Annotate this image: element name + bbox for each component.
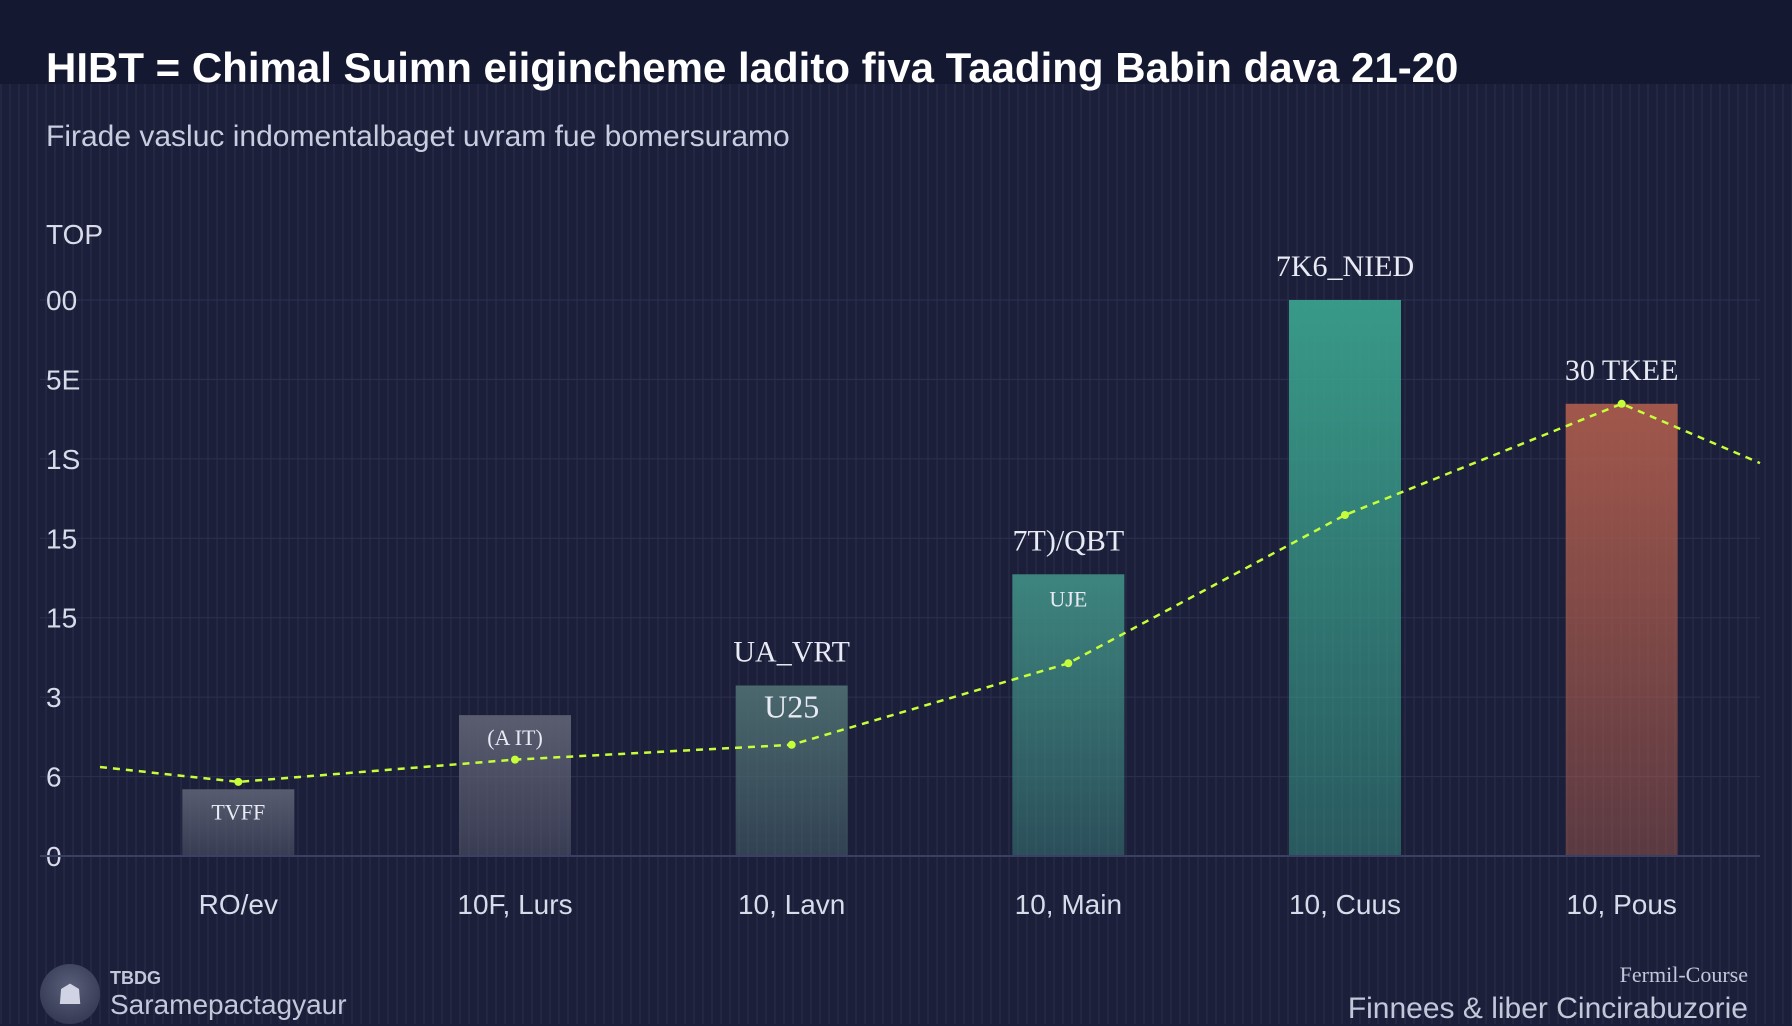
trend-point xyxy=(234,777,243,786)
chart-title: HIBT = Chimal Suimn eiigincheme ladito f… xyxy=(46,44,1459,91)
footer-course: Fermil-Course xyxy=(1619,962,1748,987)
y-tick-label: 15 xyxy=(46,603,77,634)
trend-point xyxy=(787,740,796,749)
footer-logo: ☗ TBDG Saramepactagyaur xyxy=(40,964,347,1024)
y-tick-label: 5E xyxy=(46,364,80,395)
bar xyxy=(1012,574,1125,856)
bar xyxy=(1565,403,1678,856)
bar xyxy=(735,685,848,856)
y-tick-label: 1S xyxy=(46,444,80,475)
trend-point xyxy=(1341,510,1349,519)
x-tick-label: 10, Lavn xyxy=(738,889,845,920)
x-tick-label: RO/ev xyxy=(199,889,278,920)
chart-subtitle: Firade vasluc indomentalbaget uvram fue … xyxy=(46,120,790,153)
bar xyxy=(459,715,571,856)
trend-point xyxy=(1064,659,1073,668)
x-tick-label: 10F, Lurs xyxy=(457,889,572,920)
footer-credits: Fermil-Course Finnees & liber Cincirabuz… xyxy=(1348,962,1748,1026)
x-tick-label: 10, Pous xyxy=(1566,889,1677,920)
bar-inner-label: UJE xyxy=(1049,586,1087,611)
y-tick-label: 00 xyxy=(46,285,77,316)
trend-line xyxy=(99,402,1761,784)
bar-top-label: UA_VRT xyxy=(733,635,850,668)
bar xyxy=(182,789,295,856)
footer-source: Finnees & liber Cincirabuzorie xyxy=(1347,992,1748,1025)
bar-top-label: 7T)/QBT xyxy=(1013,524,1125,557)
trend-point xyxy=(511,755,519,764)
y-axis-title: TOP xyxy=(46,219,103,250)
trend-point xyxy=(1617,399,1626,408)
logo-small-text: TBDG xyxy=(110,967,161,988)
y-tick-label: 6 xyxy=(46,762,62,793)
x-tick-label: 10, Main xyxy=(1015,889,1122,920)
logo-text: Saramepactagyaur xyxy=(110,988,347,1020)
title-band xyxy=(0,0,1792,84)
bar-inner-label: (A IT) xyxy=(487,725,543,750)
x-tick-label: 10, Cuus xyxy=(1289,889,1401,920)
y-tick-label: 3 xyxy=(46,682,62,713)
bar-inner-label: U25 xyxy=(764,688,819,724)
bar-inner-label: TVFF xyxy=(211,799,265,824)
y-tick-label: 15 xyxy=(46,523,77,554)
bar xyxy=(1289,300,1401,856)
bar-top-label: 30 TKEE xyxy=(1565,354,1679,387)
logo-icon: ☗ xyxy=(40,964,100,1024)
bar-top-label: 7K6_NIED xyxy=(1276,250,1414,283)
